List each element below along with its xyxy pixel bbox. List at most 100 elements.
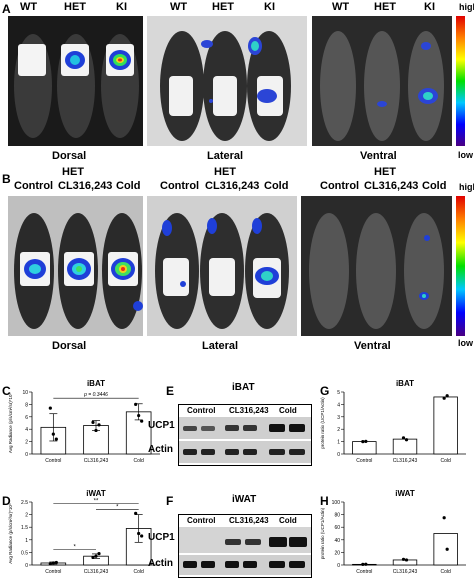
bioluminescence-photo-dorsal-b bbox=[8, 196, 143, 336]
lane-label: CL316,243 bbox=[229, 516, 269, 525]
y-tick-label: 3 bbox=[337, 415, 340, 421]
data-point bbox=[442, 516, 446, 520]
data-point bbox=[51, 432, 55, 436]
data-point bbox=[445, 547, 449, 551]
group-label: KI bbox=[264, 1, 275, 13]
colorbar-a bbox=[456, 16, 465, 146]
group-label: HET bbox=[64, 1, 86, 13]
panel-label-g: G bbox=[320, 384, 330, 398]
bar-chart-ibat-radiance: iBAT Avg Radiance (p/s/cm²/sr)*10⁷ 0 2 4 6 8 10… bbox=[8, 379, 160, 464]
data-point bbox=[134, 402, 138, 406]
panel-label-b: B bbox=[2, 172, 11, 186]
data-point bbox=[94, 428, 98, 433]
y-tick-label: 1 bbox=[337, 440, 340, 446]
row-a-labels-dorsal: WT HET KI bbox=[8, 0, 143, 14]
group-label: KI bbox=[116, 1, 127, 13]
group-label: Cold bbox=[422, 180, 447, 192]
data-point bbox=[364, 439, 368, 443]
panel-label-c: C bbox=[2, 384, 11, 398]
panel-label-h: H bbox=[320, 494, 329, 508]
bar bbox=[392, 559, 418, 566]
group-label: CL316,243 bbox=[364, 180, 419, 192]
data-point bbox=[91, 420, 95, 424]
y-tick-label: 0 bbox=[25, 452, 28, 458]
x-tick-label: CL316,243 bbox=[84, 458, 109, 464]
group-label: HET bbox=[374, 1, 396, 13]
bioluminescence-photo-lateral-a bbox=[147, 16, 307, 146]
chart-title: iWAT bbox=[86, 489, 106, 498]
y-tick-label: 20 bbox=[334, 550, 340, 556]
y-tick-label: 0 bbox=[337, 452, 340, 458]
lane-label: Cold bbox=[279, 406, 297, 415]
colorbar-low-label: low bbox=[458, 338, 473, 348]
panel-label-e: E bbox=[166, 384, 175, 398]
group-label: Control bbox=[160, 180, 200, 192]
lane-label: Control bbox=[187, 516, 216, 525]
y-tick-label: 60 bbox=[334, 525, 340, 531]
y-tick-label: 5 bbox=[337, 390, 340, 396]
chart-title: iBAT bbox=[396, 379, 414, 388]
group-header: HET bbox=[374, 166, 396, 178]
colorbar-high-label: high bbox=[459, 182, 474, 192]
bar-chart-iwat-protein-ratio: iWAT protein ratio (UCP1/Actin) 0 20 40 60 80 1… bbox=[320, 489, 466, 575]
data-point bbox=[140, 534, 144, 538]
bioluminescence-photo-ventral-a bbox=[312, 16, 452, 146]
y-tick-label: 4 bbox=[337, 402, 340, 408]
data-point bbox=[137, 413, 141, 418]
view-caption: Lateral bbox=[202, 340, 239, 352]
group-label: WT bbox=[170, 1, 188, 13]
x-tick-label: Control bbox=[356, 569, 372, 575]
group-label: Cold bbox=[264, 180, 289, 192]
bioluminescence-photo-ventral-b bbox=[301, 196, 452, 336]
y-tick-label: 0.5 bbox=[21, 550, 28, 556]
y-tick-label: 2 bbox=[337, 427, 340, 433]
blot-title: iBAT bbox=[232, 382, 255, 393]
data-point bbox=[137, 531, 141, 536]
y-tick-label: 8 bbox=[25, 402, 28, 408]
x-tick-label: Cold bbox=[441, 458, 452, 464]
lane-label: Cold bbox=[279, 516, 297, 525]
group-label: CL316,243 bbox=[58, 180, 113, 192]
data-point bbox=[97, 552, 101, 556]
data-point bbox=[54, 560, 58, 565]
view-caption: Dorsal bbox=[52, 340, 87, 352]
bioluminescence-photo-dorsal-a bbox=[8, 16, 143, 146]
data-point bbox=[91, 555, 95, 560]
row-a-labels-ventral: WT HET KI bbox=[326, 0, 446, 14]
data-point bbox=[361, 440, 365, 444]
significance-marker: * bbox=[116, 505, 119, 511]
bar-chart-iwat-radiance: iWAT Avg Radiance (p/s/cm²/sr)*10⁶ 0 0.5 1 1.… bbox=[8, 489, 160, 575]
y-tick-label: 2 bbox=[25, 513, 28, 519]
lane-label: CL316,243 bbox=[229, 406, 269, 415]
x-tick-label: CL316,243 bbox=[393, 569, 418, 575]
colorbar-b bbox=[456, 196, 465, 336]
group-label: Control bbox=[14, 180, 54, 192]
group-label: KI bbox=[424, 1, 435, 13]
data-point bbox=[404, 438, 409, 442]
y-tick-label: 40 bbox=[334, 538, 340, 544]
view-caption: Lateral bbox=[207, 150, 244, 162]
bar bbox=[433, 396, 458, 455]
y-tick-label: 2 bbox=[25, 440, 28, 446]
view-caption: Dorsal bbox=[52, 150, 87, 162]
group-label: Cold bbox=[116, 180, 141, 192]
data-point bbox=[54, 437, 58, 441]
y-axis-label: protein ratio (UCP1/Actin) bbox=[320, 507, 325, 559]
chart-title: iWAT bbox=[395, 489, 415, 498]
blot-row-label: UCP1 bbox=[148, 532, 175, 543]
y-tick-label: 2.5 bbox=[21, 500, 28, 506]
blot-row-label: Actin bbox=[148, 558, 173, 569]
significance-marker: ** bbox=[94, 498, 99, 504]
y-axis-label: protein ratio (UCP1/Actin) bbox=[320, 397, 325, 449]
blot-row-label: Actin bbox=[148, 444, 173, 455]
group-header: HET bbox=[214, 166, 236, 178]
y-tick-label: 10 bbox=[22, 390, 28, 396]
data-point bbox=[364, 562, 368, 566]
data-point bbox=[140, 419, 144, 423]
data-point bbox=[401, 436, 406, 440]
data-point bbox=[97, 423, 101, 427]
view-caption: Ventral bbox=[360, 150, 397, 162]
x-tick-label: Cold bbox=[134, 569, 145, 575]
row-a-labels-lateral: WT HET KI bbox=[160, 0, 295, 14]
colorbar-low-label: low bbox=[458, 150, 473, 160]
